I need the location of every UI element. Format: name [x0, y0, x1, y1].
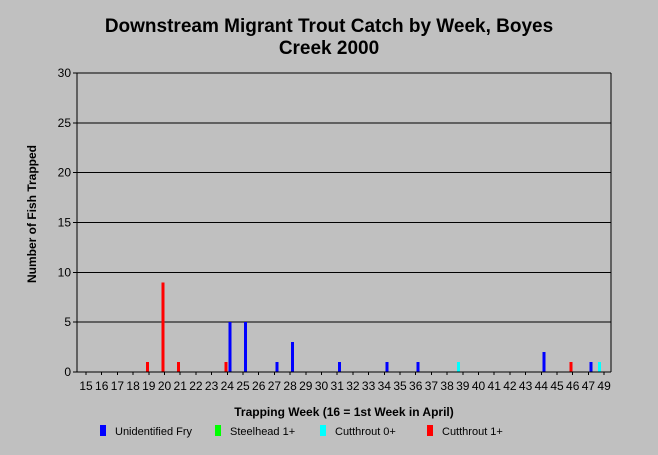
- x-tick-label: 34: [378, 379, 392, 393]
- bars: [145, 282, 602, 372]
- legend-item-steelhead-1plus: Steelhead 1+: [215, 425, 295, 438]
- x-tick-label: 27: [268, 379, 282, 393]
- bar-cutthrout-1plus: [224, 362, 228, 372]
- x-tick-label: 29: [299, 379, 313, 393]
- x-tick-label: 20: [158, 379, 172, 393]
- legend-item-cutthrout-0plus: Cutthrout 0+: [320, 425, 396, 438]
- chart-title-line-2: Creek 2000: [278, 38, 380, 59]
- y-tick-label: 25: [58, 116, 72, 130]
- chart-title-line-1: Downstream Migrant Trout Catch by Week, …: [104, 16, 554, 37]
- bar-cutthrout-1plus: [161, 282, 165, 372]
- bar-cutthrout-0plus: [456, 362, 460, 372]
- bar-unidentified-fry: [542, 352, 546, 372]
- x-tick-label: 41: [488, 379, 502, 393]
- x-tick-label: 37: [425, 379, 439, 393]
- legend-item-unidentified-fry: Unidentified Fry: [100, 425, 192, 438]
- x-tick-label: 32: [346, 379, 360, 393]
- bar-cutthrout-1plus: [145, 362, 149, 372]
- legend-swatch-unidentified-fry: [100, 425, 106, 436]
- x-tick-label: 45: [550, 379, 564, 393]
- x-tick-label: 18: [126, 379, 140, 393]
- bar-unidentified-fry: [589, 362, 593, 372]
- bar-unidentified-fry: [291, 342, 295, 372]
- bar-unidentified-fry: [228, 322, 232, 372]
- x-tick-labels: 15 16 17 18 19 20 21 22 23 24 25 26 27 28 29 30 31 32 33 34…: [79, 379, 611, 393]
- x-tick-label: 23: [205, 379, 219, 393]
- bar-unidentified-fry: [338, 362, 342, 372]
- y-axis-label: Number of Fish Trapped: [25, 144, 39, 284]
- legend-label: Cutthrout 1+: [442, 426, 503, 438]
- x-tick-label: 49: [597, 379, 611, 393]
- legend-label: Steelhead 1+: [230, 426, 296, 438]
- x-tick-label: 31: [331, 379, 345, 393]
- legend-swatch-steelhead-1plus: [215, 425, 221, 436]
- bar-cutthrout-1plus: [569, 362, 573, 372]
- bar-unidentified-fry: [244, 322, 247, 372]
- bar-unidentified-fry: [275, 362, 279, 372]
- x-tick-label: 42: [503, 379, 517, 393]
- axes: [76, 72, 612, 375]
- x-tick-label: 21: [174, 379, 188, 393]
- legend-swatch-cutthrout-1plus: [427, 425, 433, 436]
- x-tick-label: 24: [221, 379, 235, 393]
- y-tick-label: 20: [58, 166, 72, 180]
- x-tick-label: 43: [519, 379, 533, 393]
- y-tick-label: 30: [58, 66, 72, 80]
- legend-label: Cutthrout 0+: [335, 426, 396, 438]
- x-tick-label: 19: [142, 379, 156, 393]
- bar-cutthrout-1plus: [177, 362, 181, 372]
- x-tick-label: 47: [582, 379, 596, 393]
- x-tick-label: 46: [566, 379, 580, 393]
- bar-unidentified-fry: [416, 362, 420, 372]
- y-tick-label: 5: [64, 315, 71, 329]
- bar-cutthrout-0plus: [598, 362, 602, 372]
- x-axis-label: Trapping Week (16 = 1st Week in April): [234, 405, 454, 419]
- x-tick-label: 36: [409, 379, 423, 393]
- x-tick-label: 44: [535, 379, 549, 393]
- y-tick-label: 15: [58, 216, 72, 230]
- legend-item-cutthrout-1plus: Cutthrout 1+: [427, 425, 503, 438]
- x-tick-label: 16: [95, 379, 109, 393]
- legend-label: Unidentified Fry: [115, 426, 193, 438]
- x-tick-label: 39: [456, 379, 470, 393]
- x-tick-label: 17: [111, 379, 125, 393]
- y-tick-labels: 0 5 10 15 20 25 30: [58, 66, 72, 379]
- bar-unidentified-fry: [385, 362, 389, 372]
- legend-swatch-cutthrout-0plus: [320, 425, 326, 436]
- x-tick-label: 22: [189, 379, 203, 393]
- x-tick-label: 30: [315, 379, 329, 393]
- x-tick-label: 38: [440, 379, 454, 393]
- x-tick-label: 28: [283, 379, 297, 393]
- x-tick-label: 33: [362, 379, 376, 393]
- y-tick-label: 0: [64, 365, 71, 379]
- chart-title: Downstream Migrant Trout Catch by Week, …: [0, 16, 658, 60]
- x-tick-label: 40: [472, 379, 486, 393]
- x-tick-label: 26: [252, 379, 266, 393]
- x-tick-label: 25: [236, 379, 250, 393]
- x-tick-label: 35: [393, 379, 407, 393]
- x-tick-label: 15: [79, 379, 93, 393]
- y-tick-label: 10: [58, 265, 72, 279]
